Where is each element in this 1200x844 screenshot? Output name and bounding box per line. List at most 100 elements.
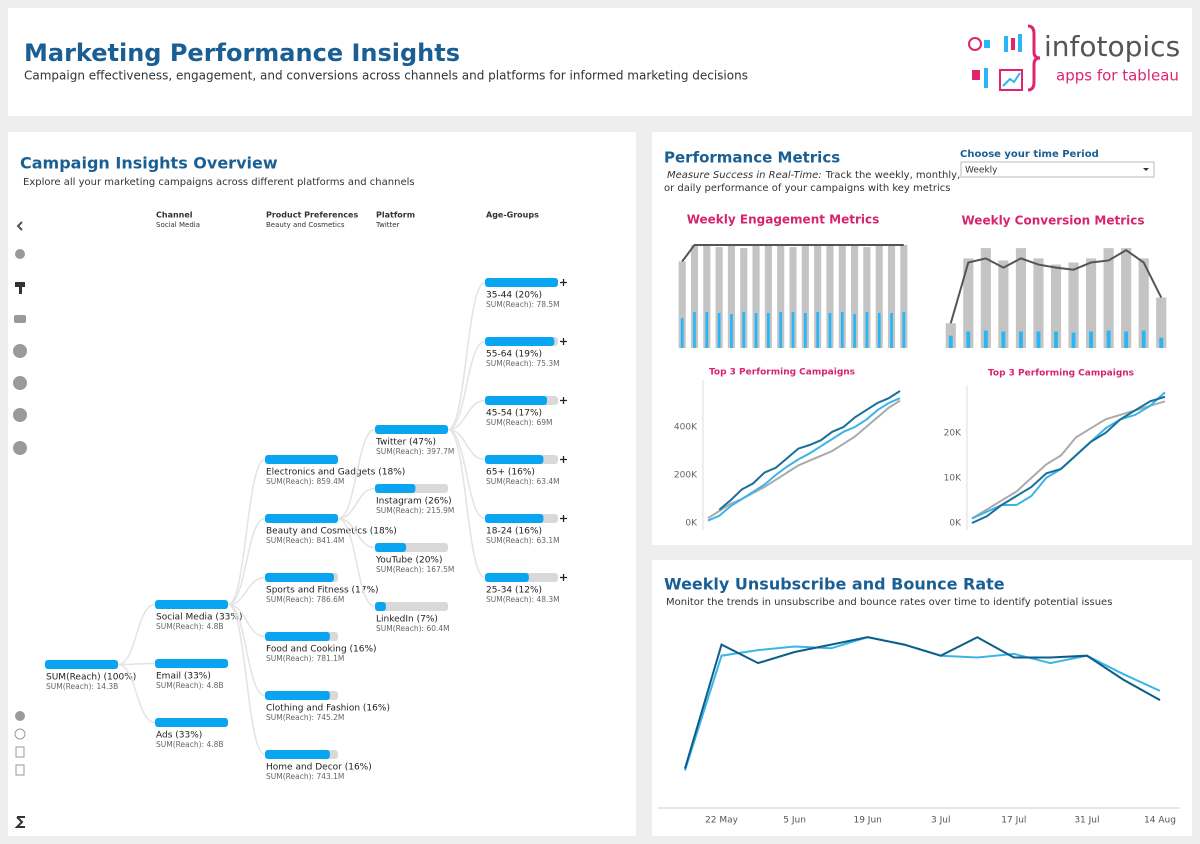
column-header: Channel [156, 211, 193, 220]
expand-button[interactable] [560, 456, 567, 463]
reach-bar[interactable] [485, 514, 544, 523]
bar [730, 314, 733, 348]
help-icon[interactable] [13, 441, 27, 455]
bar [1121, 248, 1132, 348]
x-tick-label: 19 Jun [853, 816, 881, 826]
layers-icon[interactable] [13, 376, 27, 390]
reach-bar[interactable] [485, 573, 529, 582]
node-label: Social Media (33%) [156, 613, 242, 623]
dropdown-box[interactable] [960, 161, 1155, 178]
y-tick-label: 0K [949, 519, 962, 529]
page-title: Marketing Performance Insights [24, 39, 460, 67]
print-icon[interactable] [15, 711, 25, 721]
reach-bar[interactable] [375, 484, 416, 493]
reach-bar[interactable] [155, 659, 228, 668]
chart-title: Weekly Engagement Metrics [687, 213, 880, 227]
column-header: Platform [376, 211, 415, 220]
column-header: Age-Groups [486, 211, 539, 220]
reach-bar[interactable] [265, 514, 338, 523]
period-dropdown[interactable]: Weekly [960, 161, 1155, 178]
bar [779, 311, 783, 348]
node-label: 65+ (16%) [486, 468, 535, 478]
y-tick-label: 400K [674, 423, 698, 433]
play-icon[interactable] [13, 344, 27, 358]
bar [963, 258, 974, 348]
dropdown-arrow[interactable] [1143, 168, 1149, 171]
tree-link [337, 428, 376, 520]
node-label: SUM(Reach) (100%) [46, 673, 136, 683]
x-tick-label: 3 Jul [931, 816, 950, 826]
logo: infotopics apps for tableau [968, 24, 1180, 92]
chart-title: Top 3 Performing Campaigns [988, 369, 1134, 379]
node-label: Email (33%) [156, 672, 211, 682]
sort-icon[interactable] [15, 764, 25, 776]
bar [980, 248, 991, 348]
reach-bar[interactable] [485, 455, 544, 464]
reach-bar[interactable] [265, 573, 334, 582]
node-label: Ads (33%) [156, 731, 202, 741]
tree-panel [8, 132, 636, 836]
bar [1124, 331, 1129, 348]
node-reach: SUM(Reach): 48.3M [486, 595, 560, 604]
column-sub: Twitter [375, 221, 400, 229]
collapse-button[interactable] [16, 221, 23, 231]
node-reach: SUM(Reach): 743.1M [266, 772, 344, 781]
bar [814, 245, 822, 348]
expand-button[interactable] [560, 397, 567, 404]
sum-icon[interactable] [14, 816, 25, 828]
tree-link [447, 399, 486, 431]
reach-bar[interactable] [155, 600, 228, 609]
reach-bar[interactable] [265, 750, 330, 759]
sort-icon[interactable] [15, 746, 25, 758]
node-reach: SUM(Reach): 167.5M [376, 565, 454, 574]
bar [754, 312, 758, 348]
line [971, 395, 1166, 524]
node-label: Clothing and Fashion (16%) [266, 704, 390, 714]
line [949, 248, 1163, 324]
reach-bar[interactable] [375, 543, 407, 552]
tree-link [227, 603, 266, 697]
expand-button[interactable] [560, 338, 567, 345]
expand-button[interactable] [560, 515, 567, 522]
reach-bar[interactable] [265, 455, 338, 464]
reach-bar[interactable] [155, 718, 228, 727]
reset-icon[interactable] [14, 728, 26, 740]
bar [1015, 248, 1027, 348]
bar-track [375, 602, 448, 611]
reach-bar[interactable] [375, 602, 386, 611]
bar [717, 312, 721, 348]
y-tick-label: 10K [944, 473, 962, 483]
tree-title: Campaign Insights Overview [20, 154, 278, 173]
reach-bar[interactable] [45, 660, 118, 669]
period-label: Choose your time Period [960, 149, 1099, 160]
bar [966, 331, 971, 348]
node-label: Electronics and Gadgets (18%) [266, 468, 405, 478]
format-icon[interactable] [15, 282, 25, 287]
reach-bar[interactable] [375, 425, 448, 434]
reach-bar[interactable] [485, 278, 558, 287]
settings-icon[interactable] [15, 249, 25, 259]
bar [865, 311, 869, 348]
chart-title: Weekly Conversion Metrics [962, 214, 1145, 228]
tree-subtitle: Explore all your marketing campaigns acr… [23, 177, 415, 188]
node-reach: SUM(Reach): 215.9M [376, 506, 454, 515]
reach-bar[interactable] [265, 632, 330, 641]
tree-link [447, 340, 486, 431]
label-icon[interactable] [14, 315, 26, 323]
node-label: 35-44 (20%) [486, 291, 542, 301]
expand-button[interactable] [560, 279, 567, 286]
node-reach: SUM(Reach): 63.1M [486, 536, 560, 545]
reach-bar[interactable] [485, 337, 555, 346]
bar [693, 311, 696, 348]
node-label: Sports and Fitness (17%) [266, 586, 379, 596]
tree-link [117, 603, 156, 666]
reach-bar[interactable] [485, 396, 548, 405]
expand-button[interactable] [560, 574, 567, 581]
node-reach: SUM(Reach): 4.8B [156, 622, 224, 631]
bar [703, 245, 711, 348]
filter-icon[interactable] [13, 408, 27, 422]
reach-bar[interactable] [265, 691, 330, 700]
dropdown-value[interactable]: Weekly [965, 166, 998, 176]
tree-link [117, 663, 156, 724]
node-reach: SUM(Reach): 60.4M [376, 624, 450, 633]
